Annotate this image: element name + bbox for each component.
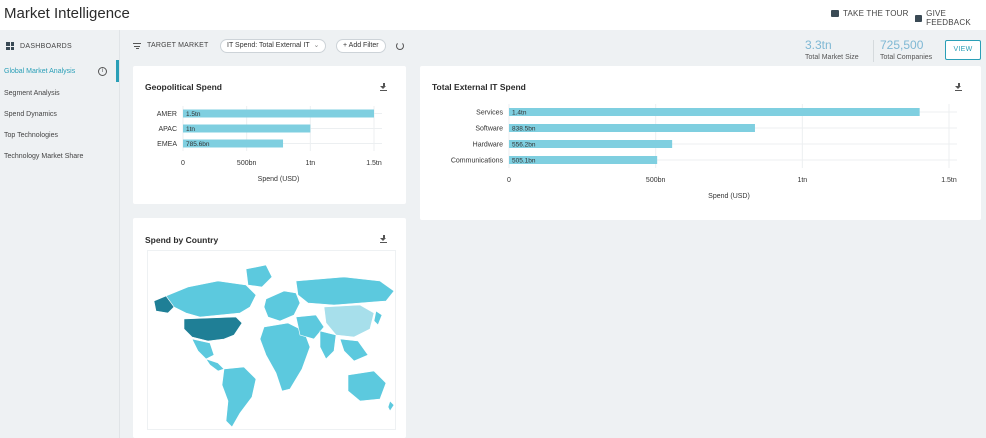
add-filter-button[interactable]: + Add Filter [336, 39, 386, 53]
data-label: 1tn [186, 126, 195, 133]
x-tick-label: 1.5tn [366, 160, 382, 167]
card-title: Geopolitical Spend [145, 82, 222, 92]
info-icon[interactable]: i [98, 67, 107, 76]
bar-software [509, 124, 755, 132]
bar-apac [183, 124, 311, 133]
map-region-alaska [153, 295, 175, 314]
map-region-australia [347, 370, 387, 402]
map-region-south-america [221, 366, 257, 428]
map-region-japan [373, 310, 383, 326]
geopolitical-spend-card: Geopolitical Spend 0 500bn 1tn 1.5tn AMER 1.5… [133, 66, 406, 204]
sidebar: DASHBOARDS [0, 30, 120, 438]
total-external-it-spend-card: Total External IT Spend 0 500bn 1tn 1.5tn Se… [420, 66, 981, 220]
kpi-divider [873, 40, 874, 62]
world-map[interactable] [147, 250, 396, 430]
x-tick-label: 1tn [305, 160, 315, 167]
sidebar-item-top-technologies[interactable]: Top Technologies [4, 132, 58, 139]
filter-chip-label: IT Spend: Total External IT [227, 42, 310, 49]
x-axis-label: Spend (USD) [258, 176, 300, 183]
bar-hardware [509, 140, 673, 148]
give-feedback-button[interactable]: GIVE FEEDBACK [915, 9, 986, 27]
chevron-down-icon: ⌄ [313, 42, 320, 49]
x-axis-label: Spend (USD) [708, 193, 750, 200]
filter-bar: TARGET MARKET IT Spend: Total External I… [120, 30, 986, 60]
category-label: Services [476, 110, 503, 117]
category-label: Software [475, 126, 503, 133]
category-label: APAC [158, 126, 177, 133]
view-button[interactable]: VIEW [945, 40, 981, 60]
take-tour-button[interactable]: TAKE THE TOUR [831, 9, 909, 18]
give-feedback-label: GIVE FEEDBACK [926, 9, 971, 27]
sidebar-active-indicator [116, 60, 119, 82]
dashboards-label: DASHBOARDS [20, 42, 73, 50]
data-label: 556.2bn [512, 142, 536, 149]
x-tick-label: 500bn [646, 177, 666, 184]
map-region-canada [165, 280, 257, 318]
category-label: AMER [157, 111, 177, 118]
kpi-value: 3.3tn [805, 38, 832, 52]
dashboards-heading: DASHBOARDS [6, 42, 72, 50]
kpi-total-market-size: 3.3tn Total Market Size [805, 38, 859, 61]
data-label: 1.4tn [512, 110, 527, 117]
map-region-new-zealand [387, 400, 395, 412]
card-title: Spend by Country [145, 235, 219, 245]
map-region-russia [295, 276, 395, 306]
tour-icon [831, 10, 839, 17]
sidebar-item-global-market-analysis[interactable]: Global Market Analysis [4, 68, 76, 75]
card-title: Total External IT Spend [432, 82, 526, 92]
category-label: Communications [451, 158, 504, 165]
map-region-india [319, 330, 337, 360]
map-region-mexico [191, 338, 215, 360]
download-icon[interactable] [380, 83, 387, 91]
dashboard-grid-icon [6, 42, 14, 50]
data-label: 785.6bn [186, 141, 210, 148]
filter-icon[interactable] [133, 43, 141, 51]
category-label: Hardware [473, 142, 503, 149]
bar-amer [183, 109, 374, 118]
geopolitical-spend-chart: 0 500bn 1tn 1.5tn AMER 1.5tn APAC 1tn EMEA 785.6b… [157, 106, 382, 183]
take-tour-label: TAKE THE TOUR [843, 9, 909, 18]
category-label: EMEA [157, 141, 177, 148]
kpi-total-companies: 725,500 Total Companies [880, 38, 932, 61]
x-tick-label: 0 [181, 160, 185, 167]
map-region-middle-east [295, 314, 325, 340]
app-title: Market Intelligence [4, 5, 130, 22]
total-external-it-spend-chart: 0 500bn 1tn 1.5tn Services 1.4tn Software 838.5… [451, 104, 957, 200]
download-icon[interactable] [955, 83, 962, 91]
data-label: 505.1bn [512, 158, 536, 165]
x-tick-label: 0 [507, 177, 511, 184]
kpi-label: Total Companies [880, 54, 933, 61]
x-tick-label: 1tn [797, 177, 807, 184]
filter-chip-it-spend[interactable]: IT Spend: Total External IT ⌄ [220, 39, 327, 53]
x-tick-label: 500bn [237, 160, 257, 167]
x-tick-label: 1.5tn [941, 177, 957, 184]
map-region-greenland [245, 264, 273, 288]
kpi-value: 725,500 [880, 38, 924, 52]
map-region-usa [183, 316, 243, 342]
bar-communications [509, 156, 658, 164]
sidebar-item-spend-dynamics[interactable]: Spend Dynamics [4, 111, 57, 118]
download-icon[interactable] [380, 235, 387, 243]
bar-emea [183, 139, 284, 148]
map-region-europe [263, 290, 301, 322]
refresh-icon[interactable] [396, 42, 404, 50]
map-region-central-america [205, 358, 225, 372]
spend-by-country-card: Spend by Country [133, 218, 406, 438]
data-label: 838.5bn [512, 126, 536, 133]
bar-services [509, 108, 920, 116]
sidebar-item-technology-market-share[interactable]: Technology Market Share [4, 153, 84, 160]
map-region-china [323, 304, 375, 338]
kpi-label: Total Market Size [805, 54, 859, 61]
sidebar-item-segment-analysis[interactable]: Segment Analysis [4, 90, 60, 97]
world-map-svg [153, 264, 395, 428]
map-region-southeast-asia [339, 338, 369, 362]
top-bar: Market Intelligence TAKE THE TOUR GIVE F… [0, 0, 986, 30]
feedback-icon [915, 14, 923, 22]
target-market-label: TARGET MARKET [147, 42, 209, 49]
data-label: 1.5tn [186, 111, 201, 118]
